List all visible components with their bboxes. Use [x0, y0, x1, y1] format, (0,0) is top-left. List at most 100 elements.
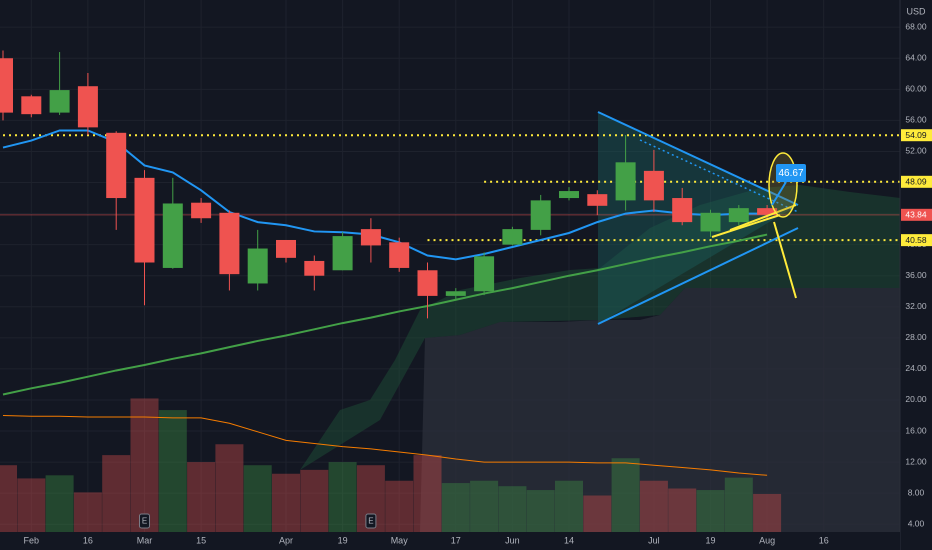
candle-body [643, 170, 664, 201]
callout-label: 46.67 [778, 168, 803, 179]
y-tick-label: 64.00 [905, 52, 927, 62]
last-price-label: 43.84 [905, 210, 927, 220]
candle-body [445, 291, 466, 296]
level-tag [901, 234, 932, 247]
y-tick-label: 16.00 [905, 425, 927, 435]
earnings-label: E [142, 517, 147, 526]
last-price-tag [901, 208, 932, 221]
earnings-marker [365, 513, 377, 529]
volume-bar [158, 410, 187, 532]
cloud-upper [300, 185, 900, 470]
x-tick-label: Feb [24, 535, 40, 545]
volume-bar [243, 465, 272, 532]
x-tick-label: Mar [137, 535, 153, 545]
volume-bar [215, 444, 244, 532]
y-tick-label: 60.00 [905, 84, 927, 94]
candle-body [304, 260, 325, 276]
volume-bar [696, 490, 725, 532]
candle-body [559, 191, 579, 199]
candle-body [49, 90, 70, 113]
volume-bar [724, 477, 753, 532]
candle-body [757, 208, 778, 215]
time-axis-background [0, 532, 900, 550]
y-tick-label: 20.00 [905, 394, 927, 404]
y-tick-label: 4.00 [908, 518, 925, 528]
candle-body [276, 239, 296, 258]
volume-bar [498, 486, 527, 532]
volume-bar [328, 462, 357, 532]
candle-body [0, 58, 13, 113]
axis-background [900, 0, 932, 550]
candle-body [247, 248, 268, 284]
volume-bar [45, 475, 74, 532]
ellipse [768, 152, 798, 218]
volume-bar [102, 455, 131, 532]
y-tick-label: 56.00 [905, 115, 927, 125]
y-tick-label: 8.00 [908, 487, 925, 497]
x-tick-label: Apr [279, 535, 293, 545]
level-tag [901, 175, 932, 188]
sma-line [2, 233, 768, 396]
y-tick-label: 36.00 [905, 270, 927, 280]
x-tick-label: 19 [705, 535, 715, 545]
x-tick-label: 14 [564, 535, 574, 545]
candle-body [191, 202, 212, 219]
x-tick-label: Jul [648, 535, 660, 545]
x-tick-label: May [391, 535, 409, 545]
candle-body [134, 177, 155, 263]
volume-bar [611, 458, 640, 532]
volume-bar [668, 488, 697, 532]
candle-body [587, 194, 608, 206]
cloud-lower [0, 288, 900, 532]
trendline-dotted [639, 139, 799, 213]
volume-bar [555, 480, 583, 532]
candle-body [21, 96, 42, 115]
volume-bar [413, 455, 442, 532]
x-tick-label: Jun [505, 535, 520, 545]
triangle-fill [598, 112, 798, 324]
y-tick-label: 12.00 [905, 456, 927, 466]
volume_ma-line [2, 415, 768, 476]
level-label: 54.09 [905, 130, 927, 140]
callout-pointer [771, 181, 787, 206]
x-tick-label: Aug [759, 535, 775, 545]
currency-label: USD [906, 6, 926, 16]
candle-body [700, 212, 721, 232]
volume-bar [441, 483, 470, 532]
arrow [711, 214, 781, 238]
volume-bar [639, 480, 668, 532]
arrow [729, 204, 797, 231]
arrow [773, 221, 797, 299]
volume-bar [583, 495, 612, 532]
volume-bar [385, 480, 414, 532]
trendline-lower [597, 227, 799, 325]
volume-bar [526, 490, 555, 532]
volume-bar [753, 493, 782, 532]
candle-body [502, 229, 523, 245]
volume-bar [300, 469, 329, 532]
trendline-upper [597, 111, 799, 206]
x-tick-label: 15 [196, 535, 206, 545]
candle-body [474, 256, 495, 292]
candle-body [360, 229, 381, 246]
volume-bar [0, 465, 17, 532]
y-tick-label: 32.00 [905, 301, 927, 311]
candle-body [106, 132, 127, 199]
candle-body [162, 203, 183, 268]
candle-body [77, 86, 98, 128]
candle-body [417, 270, 438, 296]
x-tick-label: 17 [451, 535, 461, 545]
x-tick-label: 19 [338, 535, 348, 545]
volume-bar [187, 462, 216, 532]
y-tick-label: 52.00 [905, 146, 927, 156]
candle-body [530, 200, 551, 230]
volume-bar [130, 398, 159, 532]
volume-bar [272, 473, 300, 532]
earnings-marker [139, 513, 150, 529]
earnings-label: E [368, 517, 373, 526]
volume-bar [73, 492, 102, 532]
volume-bar [470, 480, 499, 532]
